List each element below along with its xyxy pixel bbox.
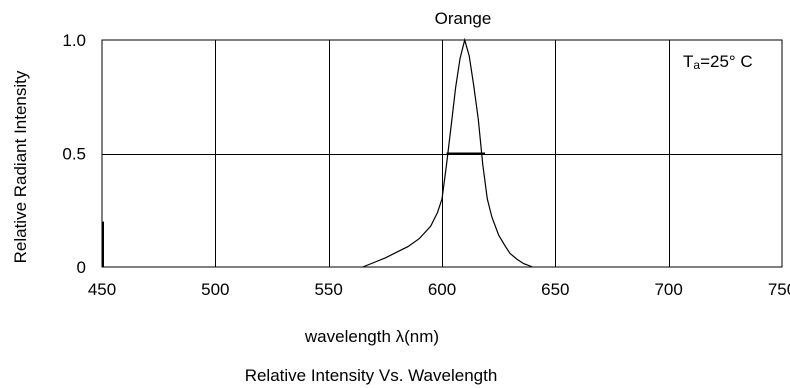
plot-frame (101, 39, 783, 268)
y-tick-label: 0.5 (62, 145, 86, 164)
x-tick-label: 700 (654, 280, 682, 299)
chart-title: Orange (435, 9, 492, 28)
y-axis-ticks: 0 0.5 1.0 (62, 31, 86, 277)
x-tick-label: 500 (201, 280, 229, 299)
x-tick-label: 600 (428, 280, 456, 299)
gridlines (102, 40, 782, 267)
chart-caption: Relative Intensity Vs. Wavelength (245, 366, 498, 385)
x-tick-label: 450 (88, 280, 116, 299)
y-tick-label: 0 (77, 258, 86, 277)
x-tick-label: 650 (541, 280, 569, 299)
x-axis-ticks: 450 500 550 600 650 700 750 (88, 280, 790, 299)
x-axis-label: wavelength λ(nm) (304, 327, 439, 346)
x-tick-label: 750 (768, 280, 790, 299)
y-axis-label: Relative Radiant Intensity (11, 70, 30, 263)
annotation-main: T (683, 52, 693, 71)
x-tick-label: 550 (314, 280, 342, 299)
annotation-subscript: a (693, 58, 700, 72)
temperature-annotation: Ta=25° C (683, 52, 753, 72)
spectrum-curve (362, 37, 533, 268)
y-tick-label: 1.0 (62, 31, 86, 50)
annotation-rest: =25° C (700, 52, 753, 71)
